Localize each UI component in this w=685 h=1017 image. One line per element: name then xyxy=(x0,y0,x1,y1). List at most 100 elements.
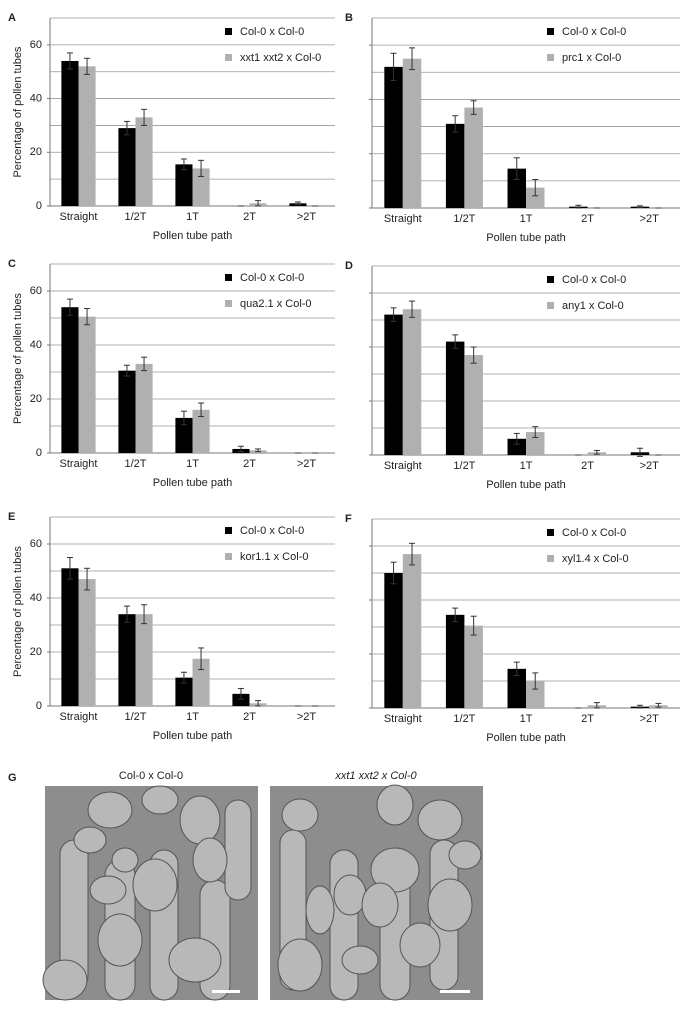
error-bar xyxy=(409,47,416,71)
error-bar xyxy=(180,671,187,684)
legend-label: Col-0 x Col-0 xyxy=(240,525,304,537)
bar xyxy=(175,164,193,206)
error-bar xyxy=(255,700,262,707)
x-axis-label: Pollen tube path xyxy=(153,730,233,742)
panel-label: F xyxy=(345,513,352,525)
bar xyxy=(175,677,193,706)
y-axis-label: Percentage of pollen tubes xyxy=(12,546,24,677)
legend-label: Col-0 x Col-0 xyxy=(562,274,626,286)
error-bar xyxy=(255,448,262,453)
x-tick-label: 1/2T xyxy=(453,213,475,225)
x-tick-label: 1T xyxy=(520,460,533,472)
bar xyxy=(445,614,465,708)
bar xyxy=(464,625,483,708)
y-tick-label: 20 xyxy=(30,393,42,405)
y-tick-label: 20 xyxy=(30,646,42,658)
bar xyxy=(464,107,483,208)
legend-swatch xyxy=(225,54,232,61)
error-bar xyxy=(513,157,520,180)
bar xyxy=(526,432,545,455)
error-bar xyxy=(237,687,244,700)
error-bar xyxy=(532,426,539,438)
x-tick-label: >2T xyxy=(297,711,317,723)
y-tick-label: 60 xyxy=(30,285,42,297)
legend-label: xxt1 xxt2 x Col-0 xyxy=(240,52,321,64)
x-tick-label: 2T xyxy=(243,211,256,223)
legend-label: Col-0 x Col-0 xyxy=(562,527,626,539)
panel-label: D xyxy=(345,260,353,272)
bar xyxy=(232,693,250,706)
x-tick-label: 2T xyxy=(581,460,594,472)
x-tick-label: 1T xyxy=(186,711,199,723)
panel-label: G xyxy=(8,772,17,784)
error-bar xyxy=(84,567,91,591)
legend-label: xyl1.4 x Col-0 xyxy=(562,553,629,565)
error-bar xyxy=(255,200,262,207)
x-axis-label: Pollen tube path xyxy=(153,477,233,489)
error-bar xyxy=(66,52,73,70)
error-bar xyxy=(198,647,205,671)
panel-label: C xyxy=(8,258,16,270)
y-axis-label: Percentage of pollen tubes xyxy=(12,46,24,177)
bar xyxy=(192,168,210,206)
bar xyxy=(78,66,96,206)
x-tick-label: Straight xyxy=(384,713,422,725)
y-axis-label: Percentage of pollen tubes xyxy=(12,293,24,424)
bar xyxy=(507,168,526,208)
error-bar xyxy=(294,201,301,206)
error-bar xyxy=(470,346,477,364)
x-tick-label: 1T xyxy=(186,211,199,223)
bar xyxy=(135,117,153,206)
legend-label: Col-0 x Col-0 xyxy=(240,26,304,38)
error-bar xyxy=(84,57,91,75)
y-tick-label: 60 xyxy=(30,39,42,51)
error-bar xyxy=(390,307,397,322)
bar xyxy=(507,668,526,708)
x-tick-label: >2T xyxy=(640,713,660,725)
x-tick-label: 1/2T xyxy=(124,211,146,223)
error-bar xyxy=(513,661,520,677)
x-tick-label: 2T xyxy=(581,213,594,225)
bar xyxy=(402,554,422,708)
bar xyxy=(78,579,96,706)
y-tick-label: 0 xyxy=(36,700,42,712)
error-bar xyxy=(390,561,397,585)
bar xyxy=(402,58,422,208)
bar xyxy=(118,614,136,706)
legend-label: kor1.1 x Col-0 xyxy=(240,551,308,563)
x-axis-label: Pollen tube path xyxy=(486,232,566,244)
legend-swatch xyxy=(225,28,232,35)
legend-swatch xyxy=(547,276,554,283)
x-tick-label: Straight xyxy=(384,460,422,472)
y-tick-label: 40 xyxy=(30,92,42,104)
error-bar xyxy=(513,432,520,445)
error-bar xyxy=(141,604,148,625)
error-bar xyxy=(452,607,459,623)
error-bar xyxy=(409,300,416,318)
bar xyxy=(192,409,210,453)
x-axis-label: Pollen tube path xyxy=(486,732,566,744)
error-bar xyxy=(532,672,539,690)
bar xyxy=(118,370,136,453)
bar xyxy=(118,128,136,206)
error-bar xyxy=(593,449,600,455)
bar xyxy=(175,417,193,453)
y-tick-label: 20 xyxy=(30,146,42,158)
legend-swatch xyxy=(547,529,554,536)
bar xyxy=(526,681,545,708)
y-tick-label: 0 xyxy=(36,200,42,212)
error-bar xyxy=(141,356,148,372)
x-tick-label: >2T xyxy=(297,458,317,470)
y-tick-label: 40 xyxy=(30,339,42,351)
error-bar xyxy=(198,402,205,418)
error-bar xyxy=(180,158,187,171)
error-bar xyxy=(593,702,600,709)
x-tick-label: 1/2T xyxy=(124,458,146,470)
x-tick-label: 1/2T xyxy=(453,713,475,725)
x-tick-label: Straight xyxy=(60,211,98,223)
x-tick-label: Straight xyxy=(60,711,98,723)
panel-label: E xyxy=(8,511,15,523)
x-tick-label: Straight xyxy=(60,458,98,470)
sem-image xyxy=(270,784,483,1001)
